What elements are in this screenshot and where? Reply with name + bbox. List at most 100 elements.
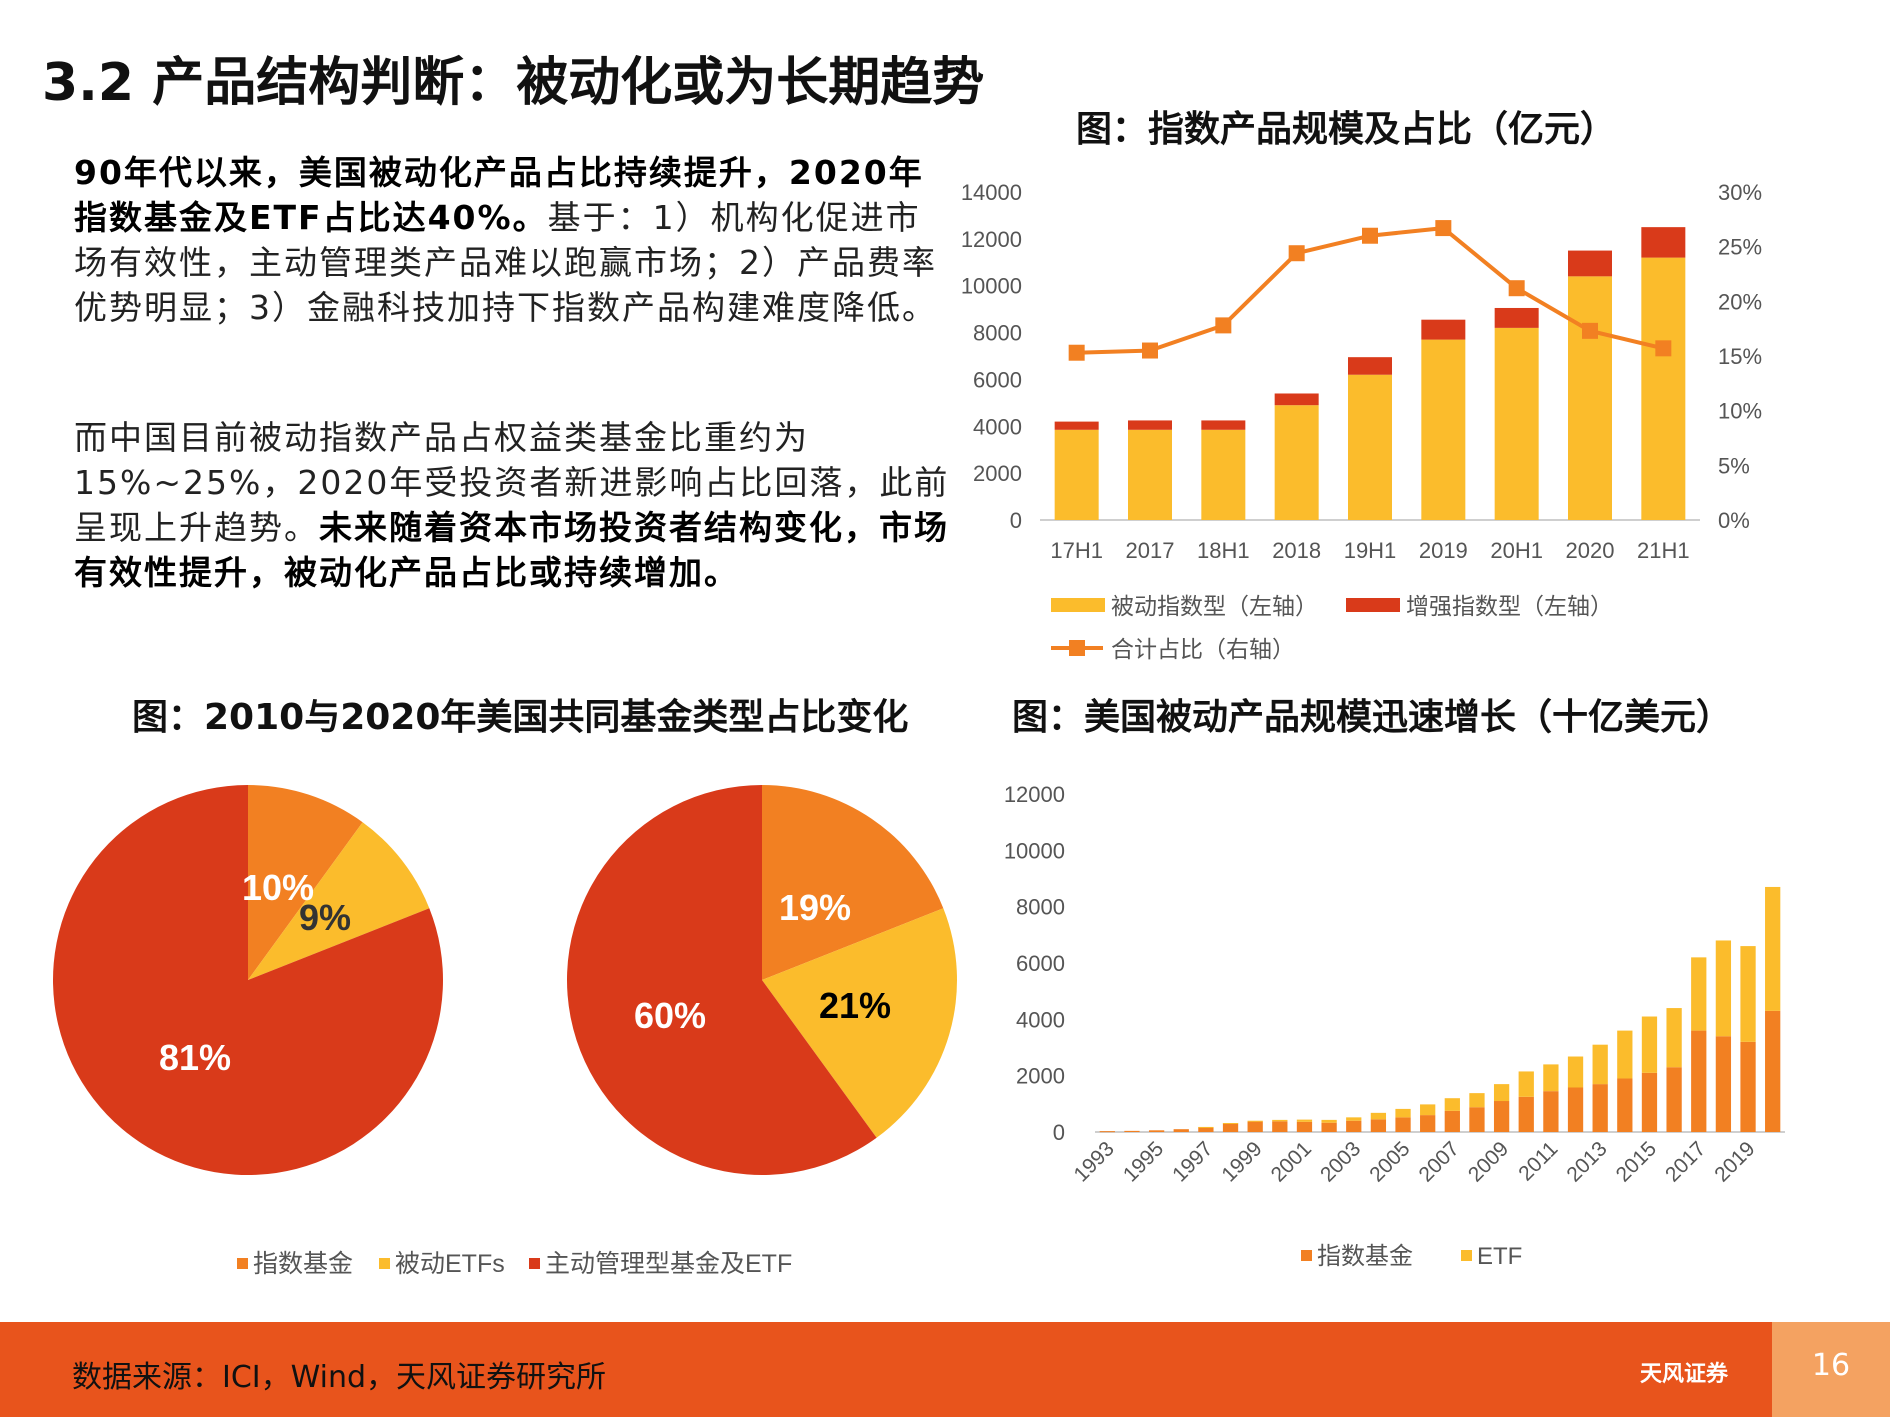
bar-segment: [1494, 327, 1539, 520]
bar-segment: [1543, 1064, 1559, 1092]
bar-segment: [1715, 1036, 1732, 1132]
us-passive-scale-chart: 0 2000 4000 6000 8000 10000 12000 1993 1995 1997 1…: [1004, 782, 1785, 1270]
x-axis-tick-label: 1995: [1119, 1137, 1168, 1186]
legend-label: 指数基金: [253, 1250, 353, 1278]
ratio-point: [1508, 280, 1525, 297]
bar-segment: [1765, 1010, 1781, 1132]
legend-label: 被动ETFs: [395, 1250, 505, 1278]
paragraph-us-passive: 90年代以来，美国被动化产品占比持续提升，2020年指数基金及ETF占比达40%…: [74, 150, 954, 330]
bar-segment: [1148, 1130, 1165, 1132]
ratio-point: [1655, 340, 1672, 357]
bar-segment: [1444, 1110, 1460, 1132]
pie-value-label: 9%: [299, 897, 351, 938]
bar-segment: [1201, 429, 1246, 520]
bar-segment: [1691, 957, 1707, 1031]
right-axis-tick-label: 5%: [1718, 453, 1750, 478]
bar-segment: [1296, 1121, 1313, 1132]
pie-slice: [762, 908, 957, 1138]
bar-segment: [1568, 276, 1612, 520]
bar-segment: [1346, 1117, 1362, 1121]
x-axis-tick-label: 2018: [1272, 538, 1321, 563]
bar-segment: [1272, 1121, 1288, 1132]
bar-segment: [1348, 374, 1392, 520]
bar-segment: [1715, 940, 1732, 1037]
bar-segment: [1641, 1016, 1658, 1073]
ratio-point: [1362, 227, 1378, 244]
legend-swatch: [237, 1258, 248, 1269]
legend-swatch: [1301, 1250, 1312, 1261]
legend-label: 指数基金: [1317, 1243, 1413, 1270]
left-axis-tick-label: 14000: [961, 180, 1022, 205]
legend-label: 主动管理型基金及ETF: [545, 1250, 792, 1278]
pie-slice: [248, 822, 430, 980]
y-axis-tick-label: 8000: [1016, 895, 1065, 920]
ratio-point: [1288, 245, 1305, 262]
x-axis-tick-label: 2005: [1365, 1137, 1414, 1186]
right-axis-tick-label: 30%: [1718, 180, 1762, 205]
bar-segment: [1274, 393, 1319, 406]
x-axis-tick-label: 1999: [1217, 1137, 1266, 1186]
bar-segment: [1198, 1127, 1214, 1132]
bar-segment: [1348, 357, 1392, 375]
paragraph-normal-text: 基于：1）机构化促进市场有效性，主动管理类产品难以跑赢市场；2）产品费率优势明显…: [74, 198, 937, 327]
left-axis-tick-label: 2000: [973, 461, 1022, 486]
pie-value-label: 19%: [779, 887, 851, 928]
left-axis-tick-label: 12000: [961, 227, 1022, 252]
left-axis-tick-label: 10000: [961, 274, 1022, 299]
legend-swatch: [529, 1258, 540, 1269]
ratio-point: [1582, 322, 1598, 339]
y-axis-tick-label: 6000: [1016, 951, 1065, 976]
pie-slice: [53, 785, 444, 1175]
x-axis-tick-label: 2017: [1126, 538, 1175, 563]
paragraph-bold-text: 90年代以来，美国被动化产品占比持续提升，2020年指数基金及ETF占比达40%…: [74, 153, 924, 237]
bar-segment: [1765, 886, 1781, 1011]
left-axis-tick-label: 8000: [973, 321, 1022, 346]
x-axis-tick-label: 18H1: [1197, 538, 1250, 563]
legend-swatch: [1346, 598, 1400, 612]
bar-segment: [1272, 1119, 1288, 1122]
y-axis-tick-label: 2000: [1016, 1064, 1065, 1089]
bar-segment: [1518, 1071, 1534, 1097]
y-axis-tick-label: 0: [1053, 1120, 1065, 1145]
bar-segment: [1128, 420, 1172, 430]
bar-segment: [1518, 1096, 1534, 1132]
left-axis-tick-label: 0: [1010, 508, 1022, 533]
x-axis-tick-label: 2020: [1566, 538, 1615, 563]
legend-swatch: [379, 1258, 390, 1269]
data-source: 数据来源：ICI，Wind，天风证券研究所: [72, 1360, 607, 1395]
y-axis-tick-label: 10000: [1004, 838, 1065, 863]
legend-label: 被动指数型（左轴）: [1111, 593, 1318, 619]
x-axis-tick-label: 2001: [1267, 1137, 1316, 1186]
x-axis-tick-label: 2019: [1710, 1137, 1759, 1186]
bar-segment: [1198, 1126, 1214, 1128]
x-axis-tick-label: 2007: [1415, 1137, 1464, 1186]
bar-segment: [1641, 257, 1686, 520]
x-axis-tick-label: 2011: [1514, 1137, 1562, 1185]
footer-bar: [0, 1322, 1890, 1417]
y-axis-tick-label: 12000: [1004, 782, 1065, 807]
right-axis-tick-label: 10%: [1718, 399, 1762, 424]
paragraph-normal-text: 而中国目前被动指数产品占权益类基金比重约为15%~25%，2020年受投资者新进…: [74, 418, 950, 547]
pie-value-label: 21%: [819, 985, 891, 1026]
x-axis-tick-label: 2009: [1464, 1137, 1513, 1186]
bar-segment: [1493, 1101, 1510, 1132]
legend-label: 增强指数型（左轴）: [1406, 593, 1613, 619]
bar-segment: [1469, 1107, 1485, 1132]
bar-segment: [1201, 420, 1246, 430]
ratio-point: [1435, 220, 1452, 237]
paragraph-bold-text: 未来随着资本市场投资者结构变化，市场有效性提升，被动化产品占比或持续增加。: [74, 508, 949, 592]
us-mutual-fund-pie-charts: 10%9% 81% 19% 21% 60% 指数基金 被动ETFs 主动管理型基金及ETF: [53, 785, 957, 1278]
brand-logo: 天风证券: [1640, 1362, 1729, 1387]
legend-marker: [1069, 640, 1085, 656]
bar-segment: [1617, 1030, 1633, 1079]
bar-segment: [1247, 1121, 1263, 1132]
bar-segment: [1247, 1120, 1263, 1122]
page-number: 16: [1811, 1348, 1851, 1383]
bar-segment: [1666, 1008, 1682, 1068]
x-axis-tick-label: 2015: [1612, 1137, 1661, 1186]
bar-segment: [1321, 1122, 1337, 1132]
ratio-point: [1068, 344, 1085, 361]
pie-value-label: 60%: [634, 995, 706, 1036]
legend-label: 合计占比（右轴）: [1111, 636, 1295, 662]
x-axis-tick-label: 1997: [1168, 1137, 1217, 1186]
